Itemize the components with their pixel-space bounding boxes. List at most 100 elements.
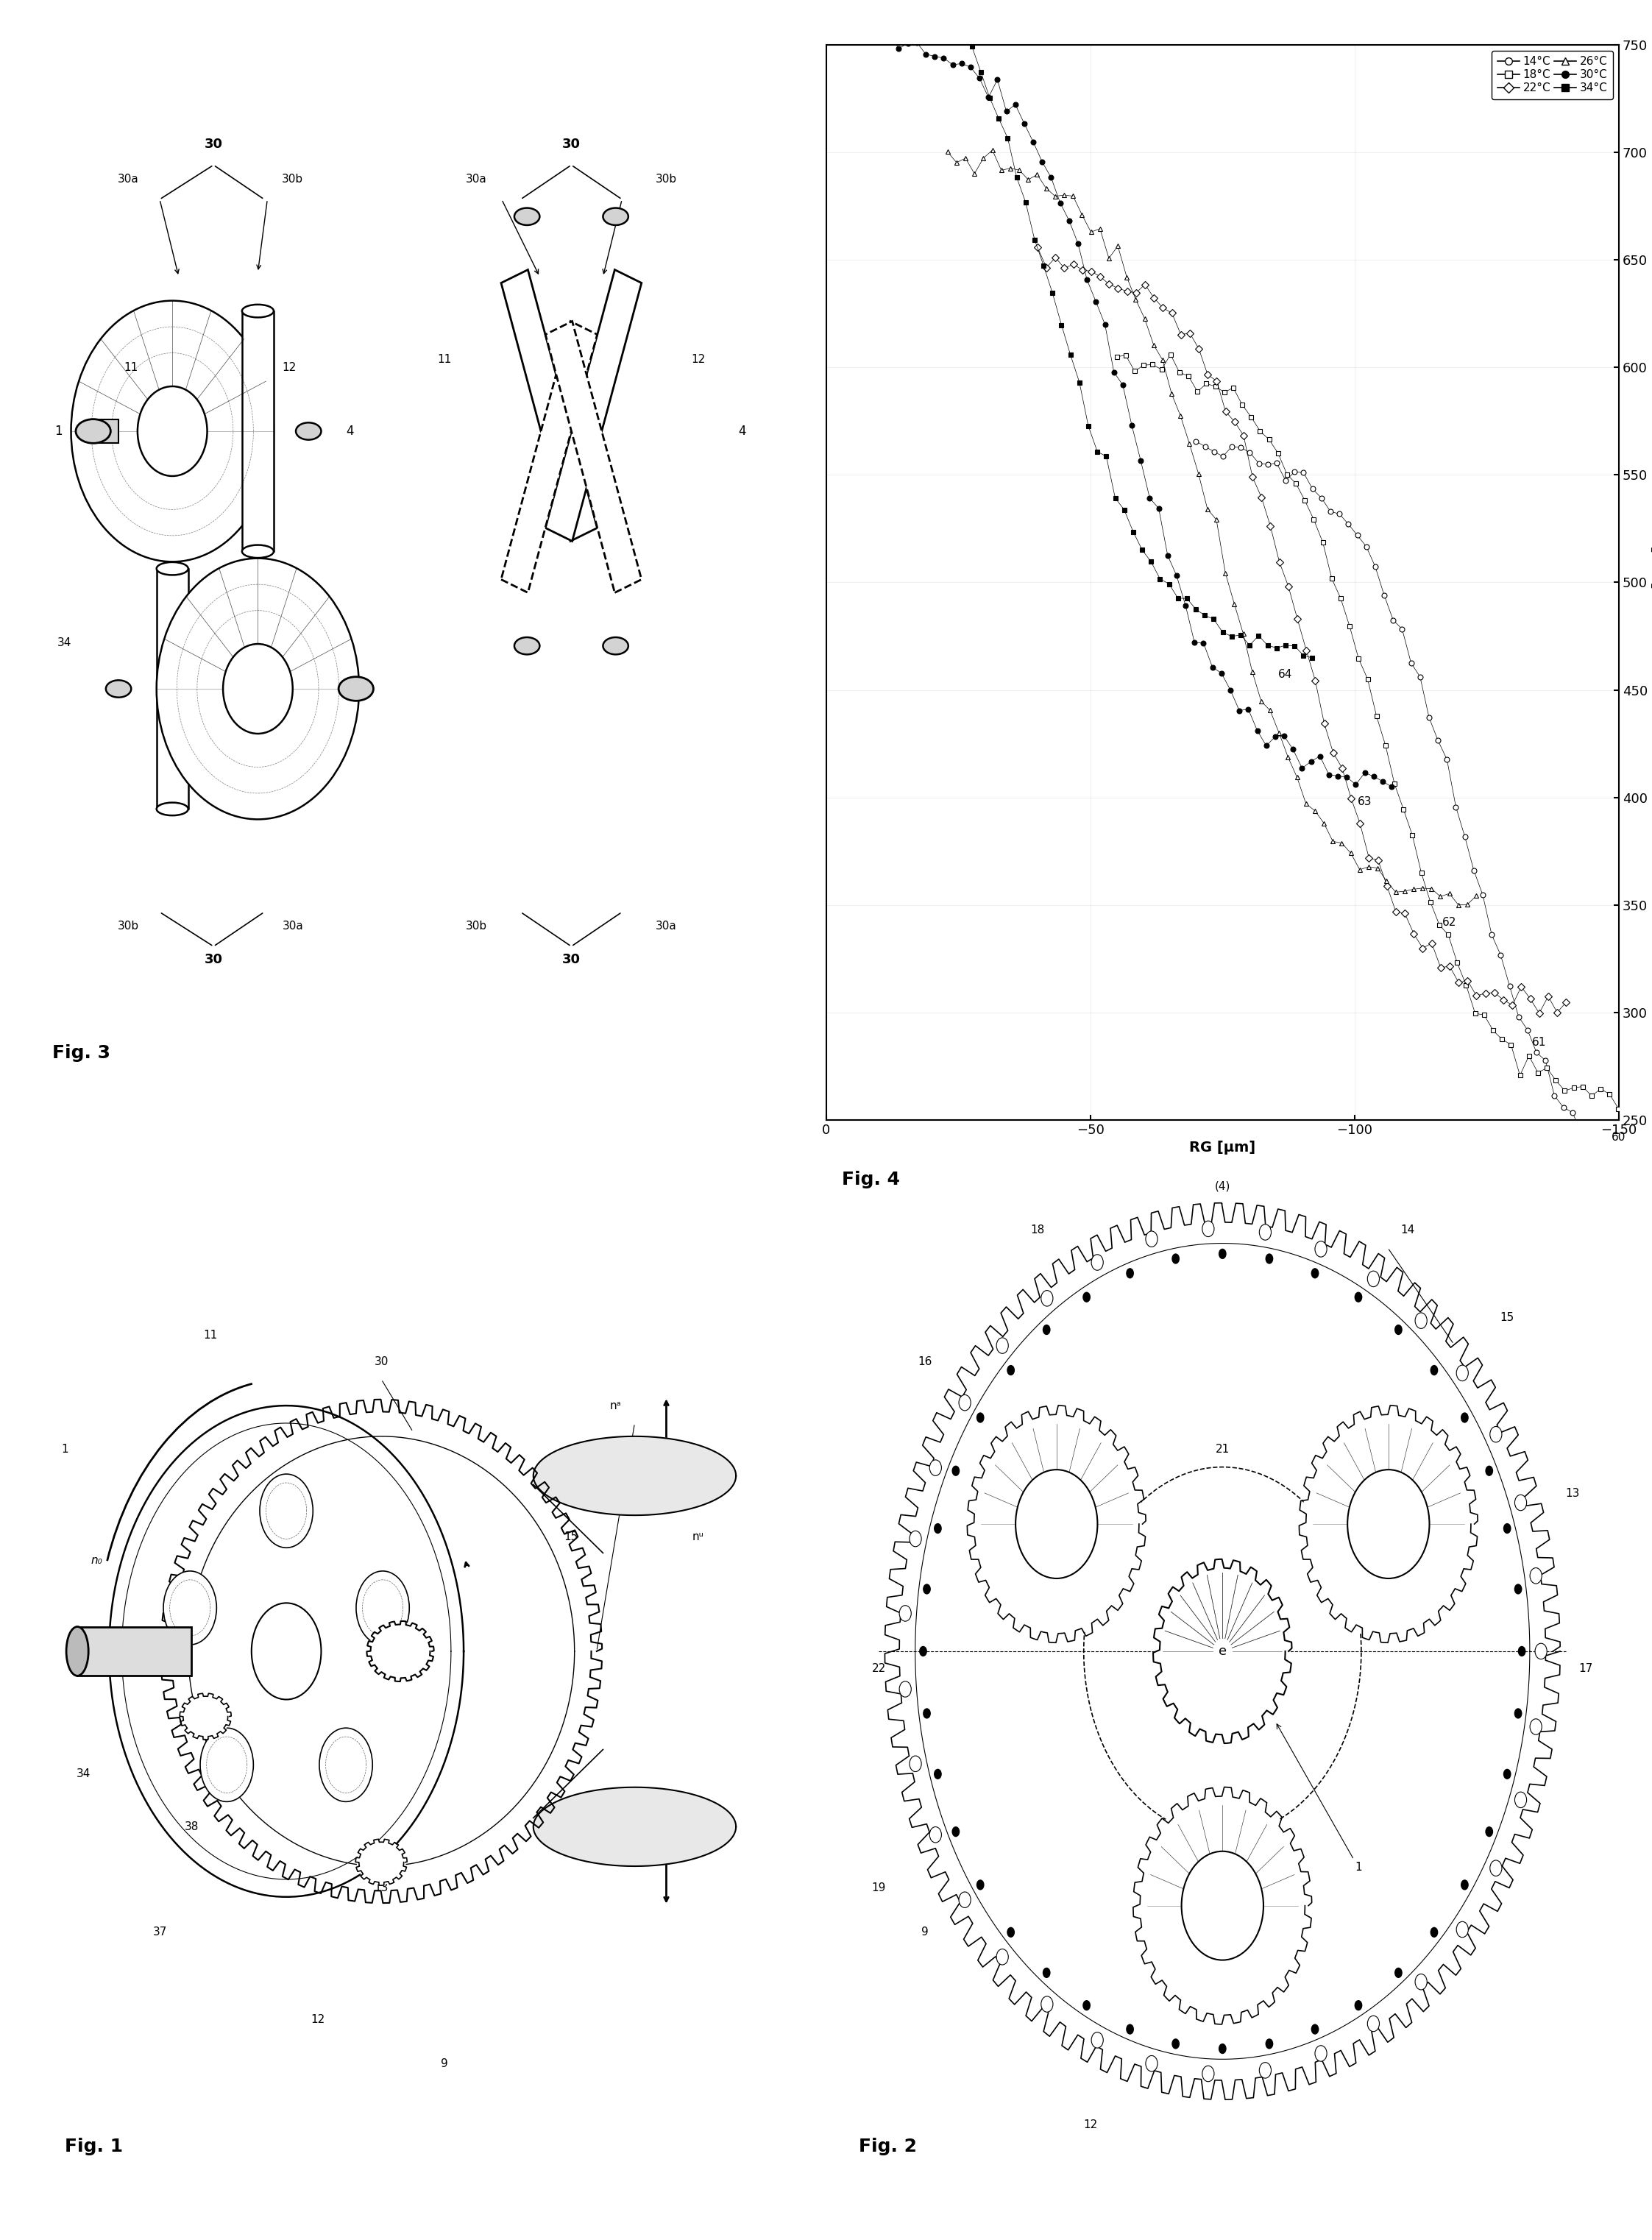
- Polygon shape: [971, 1409, 1143, 1637]
- Circle shape: [1219, 1248, 1226, 1259]
- Text: 9: 9: [922, 1926, 928, 1938]
- Text: nᵃ: nᵃ: [610, 1400, 621, 1411]
- Legend: 14°C, 18°C, 22°C, 26°C, 30°C, 34°C: 14°C, 18°C, 22°C, 26°C, 30°C, 34°C: [1492, 52, 1614, 99]
- Ellipse shape: [71, 300, 274, 562]
- Circle shape: [1394, 1324, 1403, 1335]
- Circle shape: [1171, 1254, 1180, 1263]
- Circle shape: [1265, 2038, 1274, 2050]
- Ellipse shape: [514, 208, 540, 226]
- Ellipse shape: [66, 1626, 89, 1676]
- Circle shape: [1006, 1926, 1014, 1938]
- Ellipse shape: [76, 419, 111, 444]
- Circle shape: [899, 1606, 912, 1622]
- Circle shape: [1042, 1967, 1051, 1978]
- Text: Fig. 3: Fig. 3: [53, 1044, 111, 1062]
- Circle shape: [1535, 1644, 1546, 1660]
- Circle shape: [1127, 2025, 1133, 2034]
- Text: 12: 12: [691, 354, 705, 365]
- Bar: [501, 320, 596, 594]
- Text: nᴵ: nᴵ: [282, 1505, 291, 1516]
- Circle shape: [930, 1460, 942, 1476]
- Ellipse shape: [137, 385, 206, 477]
- Text: 4: 4: [651, 1445, 657, 1456]
- Text: Fig. 2: Fig. 2: [859, 2137, 917, 2155]
- Polygon shape: [1156, 1564, 1289, 1738]
- Circle shape: [1259, 1225, 1270, 1241]
- Circle shape: [1092, 1254, 1104, 1270]
- Text: nᵘ: nᵘ: [692, 1532, 704, 1543]
- Circle shape: [1315, 1241, 1327, 1257]
- Text: 30a: 30a: [282, 921, 304, 932]
- Text: 30: 30: [562, 954, 580, 965]
- Circle shape: [1145, 2056, 1158, 2072]
- Polygon shape: [1137, 1792, 1308, 2020]
- Circle shape: [1219, 2043, 1226, 2054]
- Polygon shape: [534, 1436, 737, 1514]
- Text: 30b: 30b: [117, 921, 139, 932]
- Circle shape: [200, 1727, 253, 1801]
- Ellipse shape: [339, 676, 373, 701]
- Circle shape: [1368, 2016, 1379, 2032]
- Circle shape: [1092, 2032, 1104, 2047]
- Circle shape: [1515, 1792, 1526, 1808]
- Text: 38: 38: [185, 1821, 198, 1832]
- Circle shape: [1503, 1770, 1512, 1779]
- Text: 30: 30: [375, 1355, 388, 1366]
- Circle shape: [976, 1879, 985, 1891]
- Circle shape: [919, 1646, 927, 1658]
- Ellipse shape: [603, 208, 628, 226]
- Circle shape: [319, 1727, 372, 1801]
- Text: 37: 37: [152, 1926, 167, 1938]
- Text: 4: 4: [345, 426, 354, 437]
- Ellipse shape: [157, 562, 188, 576]
- Text: (4): (4): [1214, 1180, 1231, 1192]
- Circle shape: [1503, 1523, 1512, 1534]
- Circle shape: [933, 1770, 942, 1779]
- Polygon shape: [357, 1841, 405, 1884]
- Text: 30: 30: [205, 137, 223, 150]
- Circle shape: [1041, 1290, 1052, 1306]
- Circle shape: [899, 1682, 912, 1698]
- X-axis label: RG [μm]: RG [μm]: [1189, 1140, 1256, 1156]
- Circle shape: [1515, 1584, 1521, 1595]
- Circle shape: [1431, 1364, 1439, 1375]
- Circle shape: [1082, 1292, 1090, 1301]
- Circle shape: [1082, 2000, 1090, 2012]
- Circle shape: [1348, 1469, 1429, 1579]
- Circle shape: [910, 1756, 922, 1772]
- Circle shape: [1490, 1859, 1502, 1877]
- Text: 14: 14: [1401, 1225, 1414, 1236]
- Ellipse shape: [157, 558, 358, 820]
- Circle shape: [923, 1709, 930, 1718]
- Polygon shape: [368, 1622, 433, 1680]
- Circle shape: [357, 1570, 410, 1644]
- Text: 30b: 30b: [466, 921, 487, 932]
- Text: Fig. 1: Fig. 1: [64, 2137, 122, 2155]
- Text: Fig. 4: Fig. 4: [843, 1172, 900, 1187]
- Text: 11: 11: [203, 1331, 218, 1342]
- Text: 12: 12: [1084, 2119, 1097, 2130]
- Text: 30a: 30a: [117, 172, 139, 184]
- Circle shape: [1127, 1268, 1133, 1279]
- Ellipse shape: [106, 681, 131, 697]
- Text: 15: 15: [565, 1532, 578, 1543]
- Circle shape: [1416, 1973, 1427, 1989]
- Circle shape: [1006, 1364, 1014, 1375]
- Bar: [545, 269, 641, 542]
- Text: 30b: 30b: [282, 172, 304, 184]
- Circle shape: [164, 1570, 216, 1644]
- Circle shape: [1259, 2063, 1270, 2079]
- Circle shape: [1355, 2000, 1363, 2012]
- Text: 34: 34: [58, 636, 71, 647]
- Ellipse shape: [157, 802, 188, 815]
- Text: 1: 1: [55, 426, 63, 437]
- Text: 30: 30: [562, 137, 580, 150]
- Circle shape: [930, 1828, 942, 1844]
- Circle shape: [1485, 1465, 1493, 1476]
- Text: 12: 12: [282, 363, 297, 374]
- Circle shape: [1485, 1826, 1493, 1837]
- Circle shape: [976, 1413, 985, 1422]
- Circle shape: [1460, 1413, 1469, 1422]
- Text: 11: 11: [438, 354, 451, 365]
- Circle shape: [996, 1337, 1008, 1353]
